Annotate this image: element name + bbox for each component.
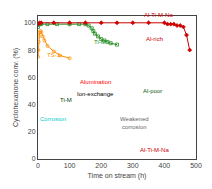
svg-text:60: 60 [28, 74, 36, 81]
svg-text:TS-1: TS-1 [47, 52, 61, 58]
svg-text:0: 0 [36, 162, 40, 169]
svg-text:400: 400 [159, 162, 171, 169]
svg-text:500: 500 [190, 162, 202, 169]
svg-text:Time on stream (h): Time on stream (h) [88, 172, 147, 180]
svg-text:Weakenedcorrosion: Weakenedcorrosion [120, 116, 149, 130]
svg-text:100: 100 [64, 162, 76, 169]
svg-text:200: 200 [95, 162, 107, 169]
svg-text:Ion-exchange: Ion-exchange [77, 91, 114, 97]
svg-text:Corrosion: Corrosion [40, 116, 66, 122]
svg-text:Ti-M: Ti-M [60, 97, 72, 103]
svg-text:Al-rich: Al-rich [146, 36, 163, 42]
svg-text:0: 0 [32, 155, 36, 162]
svg-text:Al-Ti-M-Na: Al-Ti-M-Na [140, 147, 169, 153]
svg-text:100: 100 [24, 19, 36, 26]
svg-text:80: 80 [28, 47, 36, 54]
svg-text:Al-poor: Al-poor [143, 88, 162, 94]
svg-text:20: 20 [28, 128, 36, 135]
svg-text:Alumination: Alumination [80, 79, 111, 85]
svg-text:300: 300 [127, 162, 139, 169]
svg-text:Cyclohexanone conv. (%): Cyclohexanone conv. (%) [12, 48, 20, 127]
svg-text:Al-Ti-M-Na: Al-Ti-M-Na [144, 12, 173, 18]
svg-text:Ti-M: Ti-M [94, 39, 106, 45]
svg-text:40: 40 [28, 101, 36, 108]
